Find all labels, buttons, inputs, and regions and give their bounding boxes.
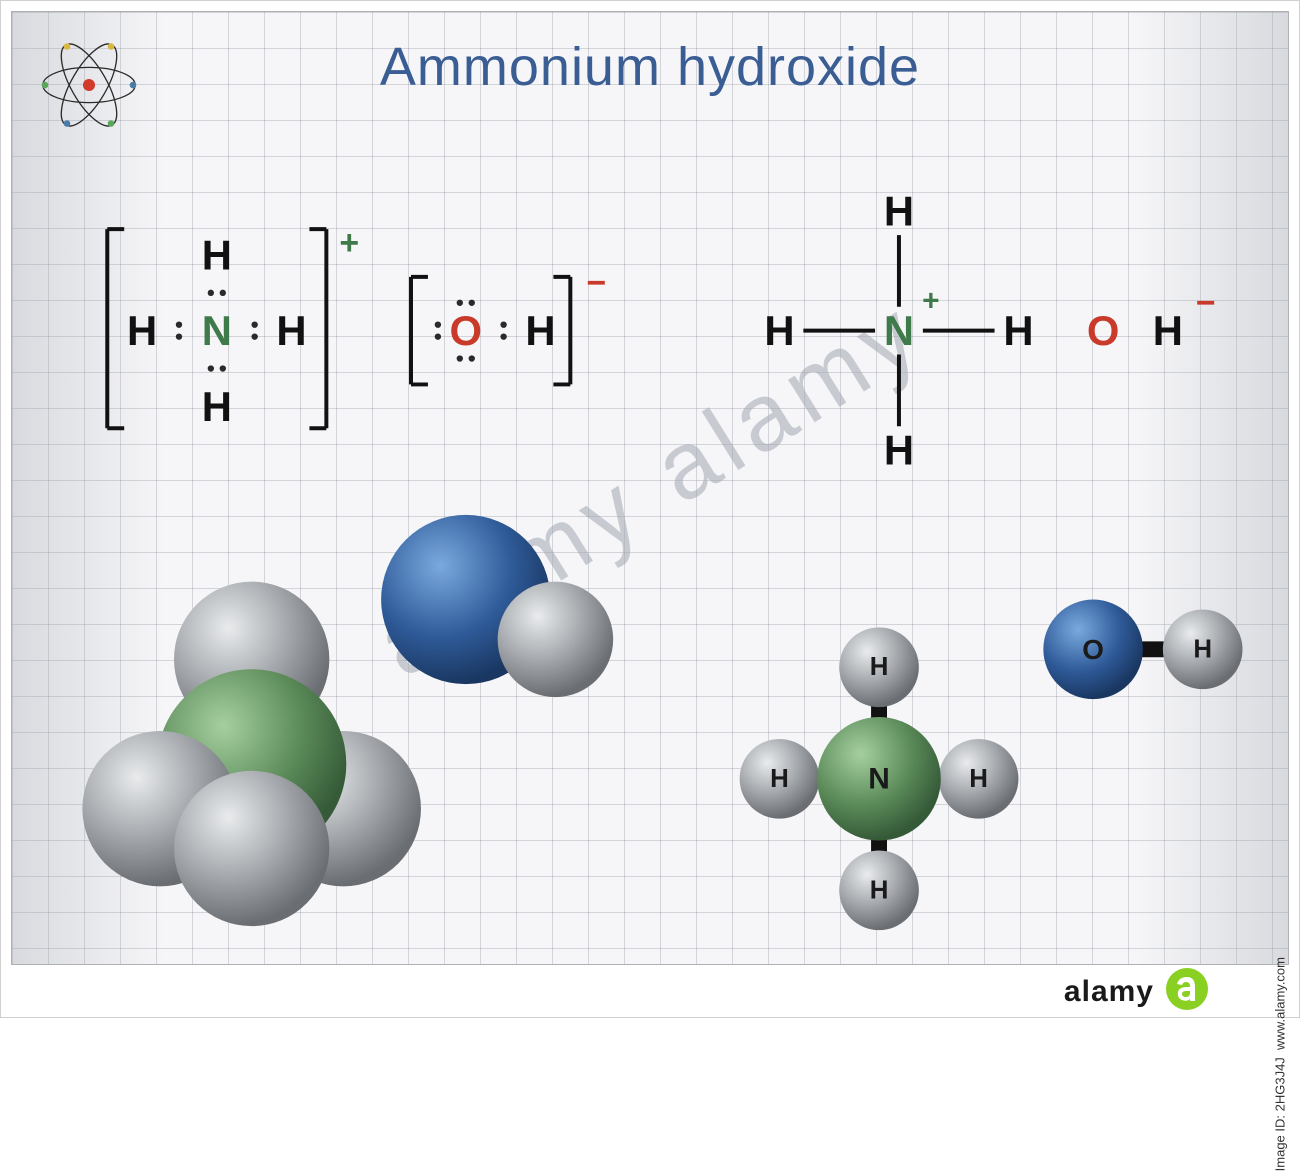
hydrogen-label: H bbox=[202, 383, 232, 430]
nitrogen-label: N bbox=[884, 307, 914, 354]
hydrogen-sphere-label: H bbox=[1193, 635, 1212, 663]
charge-minus: − bbox=[586, 264, 606, 302]
graph-paper-area: alamy alamy Ammonium hydroxide bbox=[11, 11, 1289, 965]
charge-plus: + bbox=[339, 224, 359, 262]
ballstick-hydroxide: O H bbox=[1043, 600, 1242, 700]
nitrogen-sphere-label: N bbox=[868, 762, 890, 795]
ballstick-ammonium: N H H H H bbox=[740, 627, 1019, 930]
hydrogen-label: H bbox=[276, 307, 306, 354]
oxygen-sphere-label: O bbox=[1082, 634, 1104, 665]
hydrogen-sphere-label: H bbox=[770, 765, 789, 793]
structural-hydroxide: O H − bbox=[1087, 284, 1216, 354]
spacefill-hydroxide bbox=[381, 515, 613, 697]
oxygen-label: O bbox=[450, 307, 483, 354]
hydrogen-label: H bbox=[525, 307, 555, 354]
hydrogen-label: H bbox=[884, 427, 914, 474]
charge-plus: + bbox=[922, 284, 939, 317]
hydrogen-label: H bbox=[1153, 307, 1183, 354]
stock-brand-text: alamy bbox=[1064, 975, 1154, 1009]
lewis-ammonium: N H H H H + bbox=[107, 224, 359, 430]
hydrogen-sphere-label: H bbox=[969, 765, 988, 793]
hydrogen-label: H bbox=[127, 307, 157, 354]
hydrogen-sphere-label: H bbox=[870, 876, 889, 904]
structural-ammonium: N H H H H + bbox=[764, 188, 1033, 474]
lewis-hydroxide: O H − bbox=[411, 264, 606, 385]
charge-minus: − bbox=[1196, 284, 1216, 322]
canvas-frame: alamy alamy Ammonium hydroxide bbox=[0, 0, 1300, 1018]
chemistry-stage: N H H H H + O H bbox=[12, 12, 1288, 964]
image-id-label: Image ID: 2HG3J4J www.alamy.com bbox=[1272, 957, 1287, 1171]
oxygen-label: O bbox=[1087, 307, 1120, 354]
spacefill-ammonium bbox=[82, 582, 421, 927]
hydrogen-label: H bbox=[884, 188, 914, 235]
nitrogen-label: N bbox=[202, 307, 232, 354]
hydrogen-label: H bbox=[202, 231, 232, 278]
alamy-logo-icon bbox=[1165, 967, 1209, 1011]
hydrogen-label: H bbox=[1003, 307, 1033, 354]
hydrogen-label: H bbox=[764, 307, 794, 354]
hydrogen-sphere-label: H bbox=[870, 653, 889, 681]
